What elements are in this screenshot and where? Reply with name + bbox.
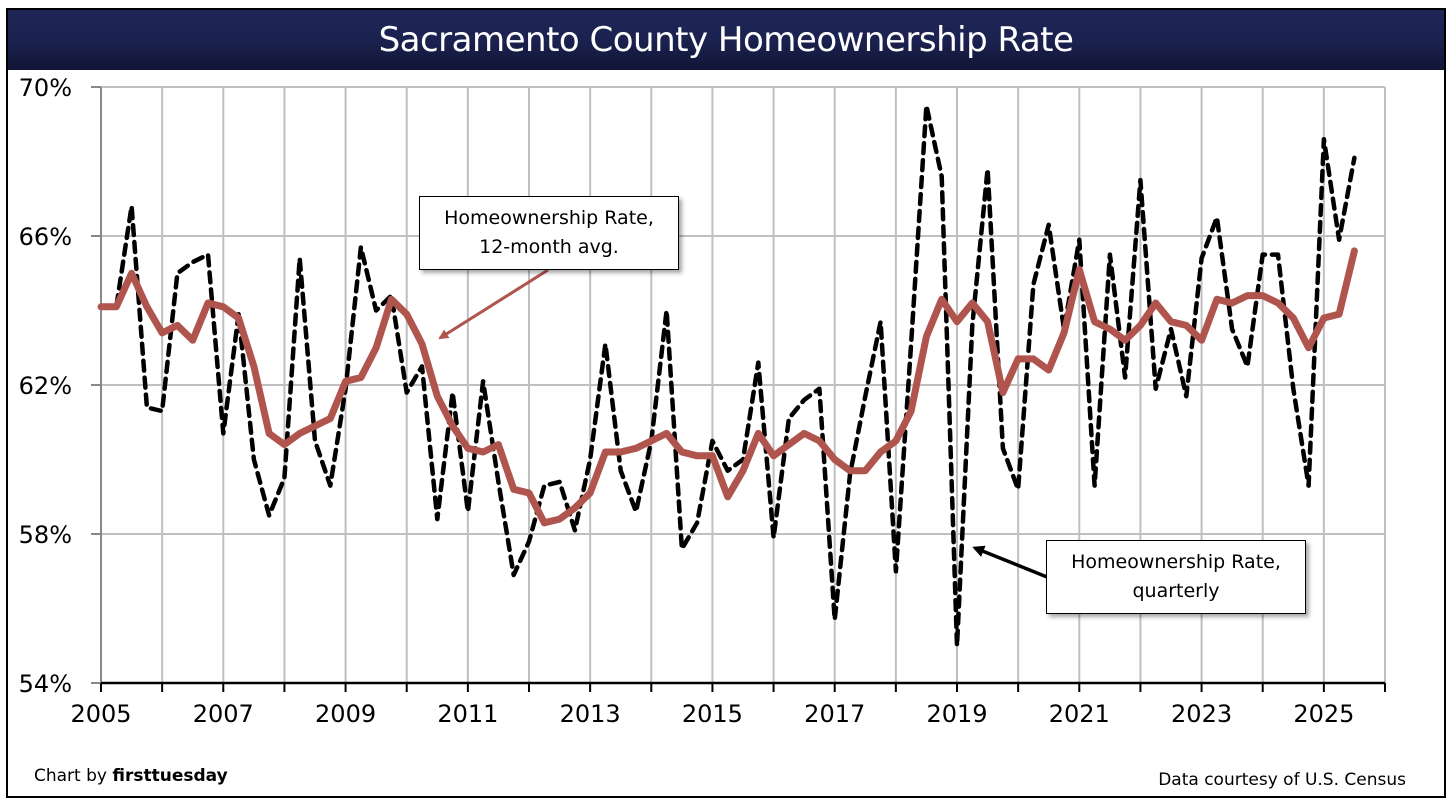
y-tick-label: 58% xyxy=(19,521,72,549)
credit-prefix: Chart by xyxy=(34,766,113,786)
annotation-arrow-avg xyxy=(438,268,549,340)
x-tick-label: 2013 xyxy=(560,700,621,728)
x-tick-label: 2023 xyxy=(1171,700,1232,728)
title-bar: Sacramento County Homeownership Rate xyxy=(8,10,1444,70)
annotation-arrows xyxy=(438,268,1048,579)
chart-title: Sacramento County Homeownership Rate xyxy=(378,20,1074,60)
x-tick-label: 2017 xyxy=(804,700,865,728)
x-tick-label: 2007 xyxy=(193,700,254,728)
x-tick-label: 2015 xyxy=(682,700,743,728)
x-axis-ticks: 2005 2007 2009 2011 2013 2015 2017 2019 2021 2023… xyxy=(70,683,1386,728)
credit-brand: firsttuesday xyxy=(112,766,228,786)
y-tick-label: 62% xyxy=(19,372,72,400)
series-group xyxy=(97,103,1358,649)
y-tick-label: 54% xyxy=(19,670,72,698)
x-tick-label: 2011 xyxy=(437,700,498,728)
x-tick-label: 2005 xyxy=(70,700,131,728)
annotation-quarterly: Homeownership Rate, quarterly xyxy=(1046,540,1306,614)
series-12-month-avg-line xyxy=(97,247,1358,527)
series-quarterly-line xyxy=(98,103,1357,649)
chart-credit: Chart by firsttuesday xyxy=(34,766,228,786)
x-tick-label: 2019 xyxy=(926,700,987,728)
y-axis-ticks: 54% 58% 62% 66% 70% xyxy=(19,74,101,698)
x-tick-label: 2021 xyxy=(1049,700,1110,728)
annotation-12-month-avg: Homeownership Rate, 12-month avg. xyxy=(419,196,679,270)
chart-frame: Sacramento County Homeownership Rate xyxy=(6,8,1446,798)
y-tick-label: 66% xyxy=(19,223,72,251)
x-tick-label: 2009 xyxy=(315,700,376,728)
x-tick-label: 2025 xyxy=(1293,700,1354,728)
annotation-arrow-quarterly xyxy=(972,545,1048,579)
data-source: Data courtesy of U.S. Census xyxy=(1158,770,1406,790)
y-tick-label: 70% xyxy=(19,74,72,102)
